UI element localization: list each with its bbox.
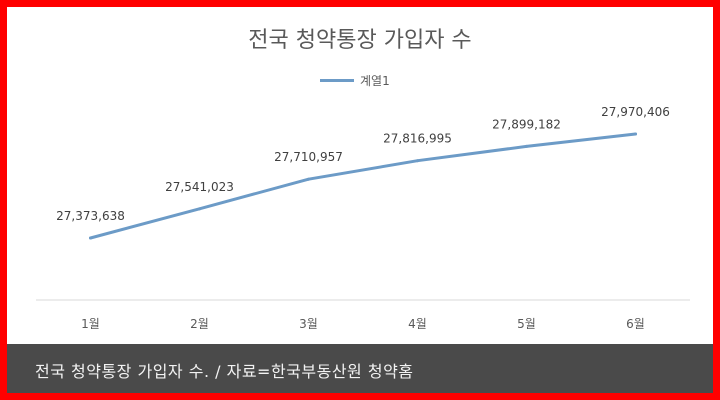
data-point [307, 177, 310, 181]
data-point [525, 144, 528, 148]
data-point [416, 159, 419, 163]
data-point [634, 132, 637, 136]
data-label: 27,816,995 [383, 132, 452, 146]
caption-text: 전국 청약통장 가입자 수. / 자료=한국부동산원 청약홈 [35, 362, 414, 381]
data-label: 27,373,638 [56, 209, 125, 223]
caption-bar: 전국 청약통장 가입자 수. / 자료=한국부동산원 청약홈 [7, 344, 713, 393]
x-tick-label: 1월 [81, 317, 100, 331]
x-tick-label: 6월 [626, 317, 645, 331]
chart-legend: 계열1 [320, 72, 390, 89]
data-point [198, 207, 201, 211]
data-label: 27,541,023 [165, 180, 234, 194]
data-label: 27,899,182 [492, 117, 561, 131]
data-point [89, 236, 92, 240]
legend-line-swatch [320, 79, 354, 82]
data-label: 27,710,957 [274, 150, 343, 164]
chart-title: 전국 청약통장 가입자 수 [248, 28, 472, 53]
x-tick-label: 3월 [299, 317, 318, 331]
x-tick-label: 5월 [517, 317, 536, 331]
legend-label: 계열1 [360, 74, 390, 88]
x-tick-label: 4월 [408, 317, 427, 331]
series-line [89, 132, 637, 240]
x-tick-label: 2월 [190, 317, 209, 331]
data-label: 27,970,406 [601, 105, 670, 119]
